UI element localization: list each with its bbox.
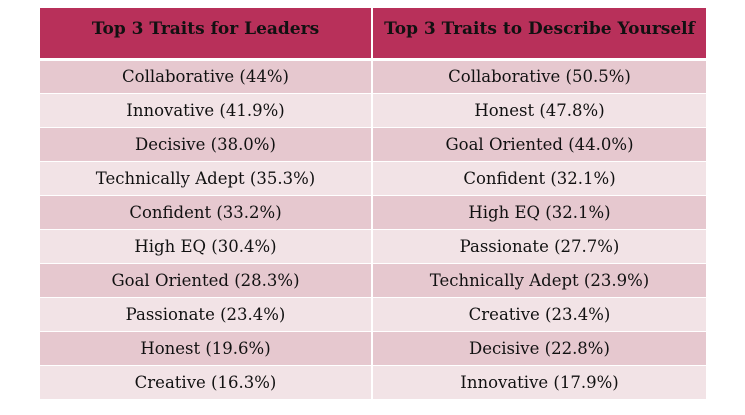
leader-trait-cell: Decisive (38.0%) xyxy=(40,127,373,162)
self-trait-cell: Collaborative (50.5%) xyxy=(372,59,706,94)
leader-trait-cell: Confident (33.2%) xyxy=(40,195,373,230)
leader-trait-cell: Innovative (41.9%) xyxy=(40,93,373,128)
self-trait-cell: Passionate (27.7%) xyxy=(372,229,706,264)
table-row: Confident (33.2%) High EQ (32.1%) xyxy=(40,195,706,230)
traits-table: Top 3 Traits for Leaders Top 3 Traits to… xyxy=(40,8,706,400)
table-row: Goal Oriented (28.3%) Technically Adept … xyxy=(40,263,706,298)
leader-trait-cell: High EQ (30.4%) xyxy=(40,229,373,264)
leader-trait-cell: Technically Adept (35.3%) xyxy=(40,161,373,196)
table-row: High EQ (30.4%) Passionate (27.7%) xyxy=(40,229,706,264)
self-trait-cell: Innovative (17.9%) xyxy=(372,365,706,400)
header-leaders: Top 3 Traits for Leaders xyxy=(40,8,373,61)
self-trait-cell: Confident (32.1%) xyxy=(372,161,706,196)
self-trait-cell: Creative (23.4%) xyxy=(372,297,706,332)
self-trait-cell: Decisive (22.8%) xyxy=(372,331,706,366)
table-row: Innovative (41.9%) Honest (47.8%) xyxy=(40,93,706,128)
table-row: Collaborative (44%) Collaborative (50.5%… xyxy=(40,59,706,94)
self-trait-cell: Honest (47.8%) xyxy=(372,93,706,128)
leader-trait-cell: Collaborative (44%) xyxy=(40,59,373,94)
self-trait-cell: High EQ (32.1%) xyxy=(372,195,706,230)
self-trait-cell: Technically Adept (23.9%) xyxy=(372,263,706,298)
table-row: Technically Adept (35.3%) Confident (32.… xyxy=(40,161,706,196)
table-row: Passionate (23.4%) Creative (23.4%) xyxy=(40,297,706,332)
header-row: Top 3 Traits for Leaders Top 3 Traits to… xyxy=(40,8,706,61)
table-row: Decisive (38.0%) Goal Oriented (44.0%) xyxy=(40,127,706,162)
table-row: Creative (16.3%) Innovative (17.9%) xyxy=(40,365,706,400)
header-yourself: Top 3 Traits to Describe Yourself xyxy=(372,8,706,61)
leader-trait-cell: Passionate (23.4%) xyxy=(40,297,373,332)
leader-trait-cell: Goal Oriented (28.3%) xyxy=(40,263,373,298)
self-trait-cell: Goal Oriented (44.0%) xyxy=(372,127,706,162)
leader-trait-cell: Honest (19.6%) xyxy=(40,331,373,366)
table-row: Honest (19.6%) Decisive (22.8%) xyxy=(40,331,706,366)
leader-trait-cell: Creative (16.3%) xyxy=(40,365,373,400)
